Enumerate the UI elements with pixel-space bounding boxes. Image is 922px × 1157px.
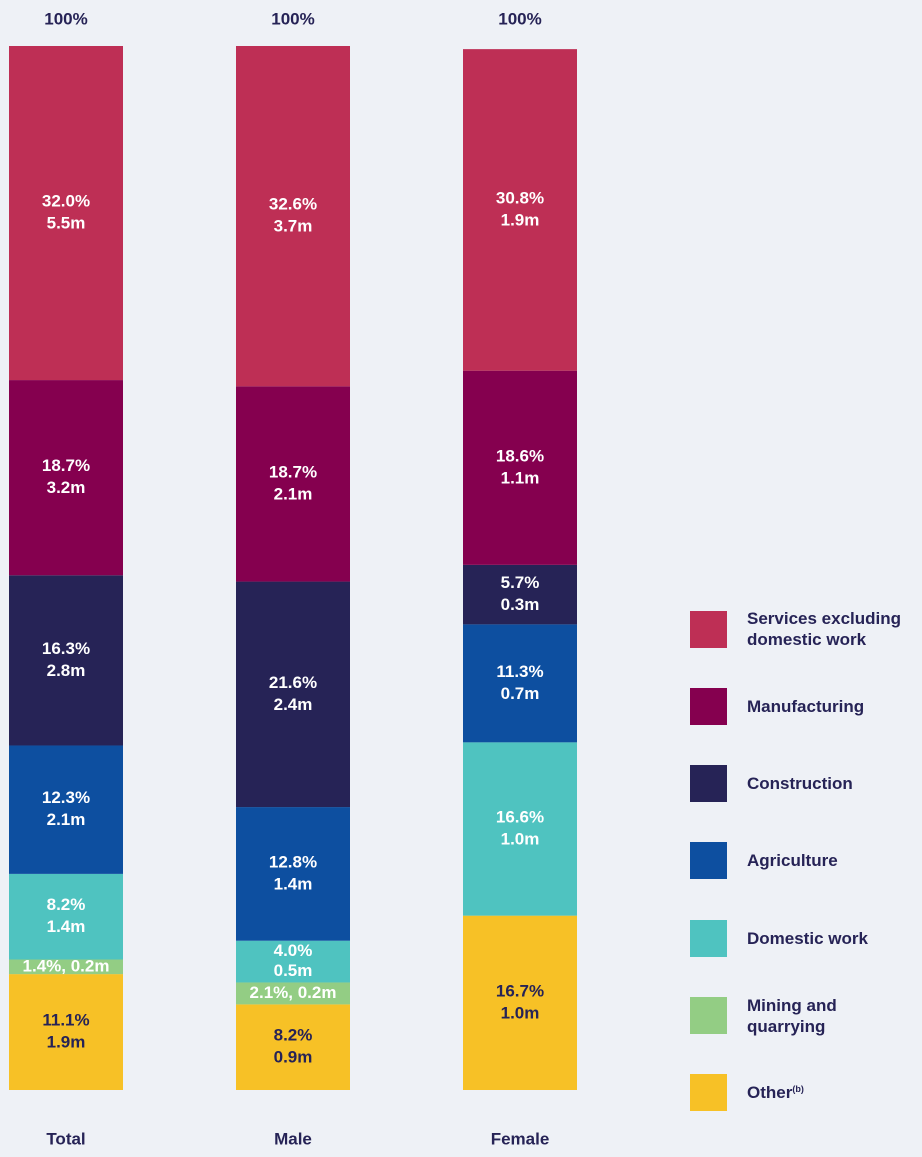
data-label: 3.2m	[47, 478, 86, 497]
legend-text: Agriculture	[747, 851, 838, 871]
data-label: 1.4%, 0.2m	[23, 956, 110, 975]
legend-item: Domestic work	[690, 918, 917, 958]
data-label: 30.8%	[496, 188, 544, 207]
bar-segment	[463, 49, 577, 371]
data-label: 5.5m	[47, 214, 86, 233]
legend-item: Mining and quarrying	[690, 996, 917, 1036]
legend-swatch	[690, 610, 727, 648]
x-tick-label: Total	[46, 1129, 85, 1148]
legend-label: Manufacturing	[747, 696, 917, 717]
data-label: 0.5m	[274, 961, 313, 980]
data-label: 1.9m	[47, 1033, 86, 1052]
bar-segment	[9, 575, 123, 746]
data-label: 21.6%	[269, 673, 317, 692]
data-label: 18.7%	[42, 456, 90, 475]
legend-item: Other(b)	[690, 1073, 917, 1113]
data-label: 32.6%	[269, 195, 317, 214]
data-label: 11.1%	[42, 1011, 89, 1030]
bar-segment	[9, 745, 123, 874]
bar-segment	[9, 959, 123, 975]
data-label: 0.3m	[501, 595, 540, 614]
legend-swatch	[690, 1074, 727, 1112]
legend-text: Domestic work	[747, 928, 868, 948]
legend-item: Construction	[690, 764, 917, 804]
legend-text: Manufacturing	[747, 696, 865, 716]
legend-swatch	[690, 997, 727, 1034]
legend-swatch	[690, 842, 727, 880]
data-label: 8.2%	[274, 1026, 313, 1045]
data-label: 1.1m	[501, 468, 540, 487]
data-label: 0.7m	[501, 684, 540, 703]
legend-label: Domestic work	[747, 928, 917, 949]
x-tick-label: Female	[491, 1129, 550, 1148]
legend-label: Mining and quarrying	[747, 995, 917, 1037]
bar-segment	[9, 974, 123, 1090]
bar-segment	[463, 624, 577, 743]
total-label: 100%	[271, 9, 314, 28]
data-label: 16.7%	[496, 981, 544, 1000]
total-label: 100%	[498, 9, 541, 28]
data-label: 16.3%	[42, 639, 90, 658]
data-label: 16.6%	[496, 807, 544, 826]
bar-segment	[236, 1004, 350, 1090]
data-label: 5.7%	[501, 573, 540, 592]
legend-label: Services excluding domestic work	[747, 608, 917, 650]
data-label: 2.1m	[274, 484, 313, 503]
data-label: 1.0m	[501, 1003, 540, 1022]
bar-segment	[463, 915, 577, 1090]
x-tick-label: Male	[274, 1129, 312, 1148]
bar-segment	[9, 46, 123, 381]
legend-text: Mining and quarrying	[747, 995, 837, 1036]
data-label: 2.1m	[47, 810, 86, 829]
total-label: 100%	[44, 9, 87, 28]
legend-text: Other	[747, 1083, 793, 1103]
bar-segment	[236, 940, 350, 983]
data-label: 18.7%	[269, 462, 317, 481]
data-label: 1.9m	[501, 210, 540, 229]
bar-segment	[9, 380, 123, 576]
bar-segment	[236, 386, 350, 582]
legend-text: Services excluding domestic work	[747, 609, 902, 649]
data-label: 2.1%, 0.2m	[250, 983, 337, 1002]
legend-item: Services excluding domestic work	[690, 609, 917, 649]
legend-swatch	[690, 687, 727, 725]
data-label: 4.0%	[274, 941, 313, 960]
legend-item: Manufacturing	[690, 686, 917, 726]
legend-note: (b)	[792, 1084, 804, 1095]
data-label: 1.0m	[501, 829, 540, 848]
bar-segment	[463, 742, 577, 916]
legend-label: Agriculture	[747, 850, 917, 871]
bar-segment	[236, 581, 350, 808]
bar-segment	[236, 46, 350, 387]
chart: 100% Total 11.1% 1.9m 1.4%, 0.2m 8.2% 1.4m 12.3…	[9, 9, 577, 1148]
data-label: 2.4m	[274, 695, 313, 714]
legend-label: Construction	[747, 773, 917, 794]
data-label: 2.8m	[47, 661, 86, 680]
data-label: 18.6%	[496, 446, 544, 465]
bar-segment	[9, 873, 123, 960]
legend-swatch	[690, 919, 727, 957]
bar-segment	[463, 370, 577, 565]
legend-label: Other(b)	[747, 1082, 917, 1103]
legend-text: Construction	[747, 774, 853, 794]
data-label: 3.7m	[274, 217, 313, 236]
data-label: 32.0%	[42, 192, 90, 211]
data-label: 8.2%	[47, 895, 86, 914]
legend-swatch	[690, 765, 727, 803]
bar-segment	[463, 564, 577, 625]
data-label: 12.3%	[42, 788, 90, 807]
legend-item: Agriculture	[690, 841, 917, 881]
data-label: 0.9m	[274, 1048, 313, 1067]
bar-segment	[236, 982, 350, 1005]
bar-segment	[236, 807, 350, 941]
data-label: 1.4m	[274, 874, 313, 893]
data-label: 12.8%	[269, 852, 317, 871]
data-label: 11.3%	[496, 662, 543, 681]
data-label: 1.4m	[47, 917, 86, 936]
